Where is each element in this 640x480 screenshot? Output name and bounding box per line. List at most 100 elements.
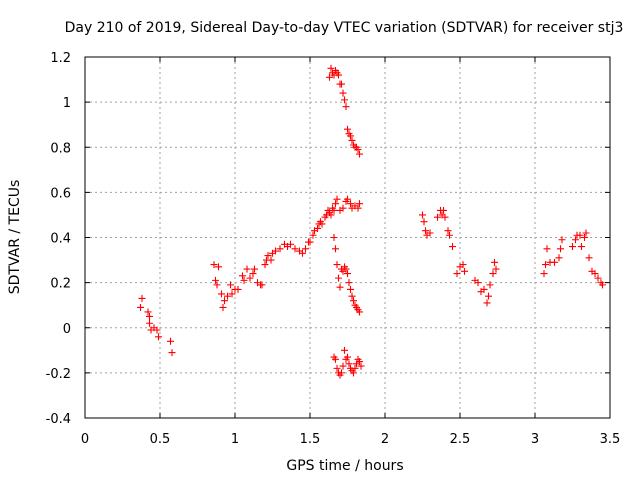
data-point bbox=[594, 274, 602, 282]
x-axis-label: GPS time / hours bbox=[286, 458, 403, 474]
data-point bbox=[351, 364, 359, 372]
x-tick-label: 2.5 bbox=[450, 432, 471, 447]
data-point bbox=[486, 281, 494, 289]
data-point bbox=[569, 243, 576, 251]
data-point bbox=[426, 229, 434, 237]
data-point bbox=[240, 276, 248, 284]
data-point bbox=[333, 261, 341, 269]
data-point bbox=[212, 276, 219, 284]
data-point bbox=[153, 326, 161, 334]
data-point bbox=[474, 279, 482, 287]
x-tick-label: 1.5 bbox=[300, 432, 321, 447]
data-point bbox=[332, 355, 339, 363]
data-point bbox=[219, 303, 227, 311]
data-point bbox=[218, 290, 225, 298]
data-point bbox=[318, 220, 326, 228]
data-point bbox=[483, 299, 491, 307]
y-tick-label: -0.2 bbox=[46, 367, 71, 382]
y-tick-label: 0.6 bbox=[50, 186, 71, 201]
tick-labels: 0 0.5 1 1.5 2 2.5 3 3.5 -0.4 -0.2 0 0.2 0.4 0.6 0.8 1 1.… bbox=[46, 51, 621, 447]
y-tick-label: 0.2 bbox=[50, 277, 71, 292]
data-point bbox=[420, 218, 428, 226]
x-tick-label: 3 bbox=[531, 432, 539, 447]
data-point bbox=[344, 195, 351, 203]
data-point bbox=[350, 297, 357, 305]
data-point bbox=[492, 265, 500, 273]
x-tick-label: 3.5 bbox=[600, 432, 621, 447]
y-tick-label: -0.4 bbox=[46, 412, 71, 427]
axis-ticks bbox=[84, 56, 611, 419]
data-point bbox=[354, 204, 362, 212]
data-point bbox=[339, 362, 347, 370]
data-point bbox=[419, 211, 426, 219]
data-point bbox=[345, 360, 353, 368]
data-point bbox=[249, 270, 257, 278]
data-point bbox=[228, 290, 236, 298]
data-point bbox=[491, 258, 498, 266]
data-point bbox=[350, 369, 357, 377]
data-point bbox=[258, 281, 266, 289]
data-point bbox=[291, 245, 299, 253]
data-point bbox=[345, 279, 353, 287]
data-point bbox=[327, 211, 335, 219]
data-point bbox=[485, 292, 492, 300]
data-point bbox=[342, 265, 350, 273]
data-point bbox=[348, 136, 356, 144]
data-point bbox=[246, 274, 254, 282]
data-point bbox=[234, 285, 242, 293]
data-point bbox=[576, 231, 584, 239]
data-point bbox=[330, 234, 338, 241]
data-point bbox=[215, 263, 222, 271]
data-point bbox=[356, 308, 363, 316]
data-point bbox=[578, 243, 585, 251]
data-point bbox=[551, 258, 558, 266]
data-point bbox=[287, 240, 294, 248]
data-point bbox=[330, 206, 338, 214]
data-point bbox=[338, 80, 345, 88]
data-point bbox=[341, 346, 348, 354]
data-point bbox=[357, 362, 365, 370]
data-point bbox=[444, 227, 452, 235]
data-point bbox=[347, 132, 354, 140]
data-point bbox=[213, 281, 221, 289]
data-point bbox=[585, 254, 593, 262]
x-tick-label: 1 bbox=[231, 432, 239, 447]
data-point bbox=[543, 245, 551, 253]
data-point bbox=[356, 358, 363, 366]
data-point bbox=[146, 319, 153, 327]
data-point bbox=[314, 224, 321, 232]
data-point bbox=[335, 71, 342, 79]
data-points bbox=[137, 64, 606, 379]
y-tick-label: 0.8 bbox=[50, 141, 71, 156]
data-point bbox=[137, 303, 144, 311]
y-tick-label: 1 bbox=[63, 96, 71, 111]
data-point bbox=[480, 285, 488, 293]
data-point bbox=[341, 96, 348, 104]
data-point bbox=[251, 265, 258, 273]
data-point bbox=[333, 195, 341, 203]
data-point bbox=[146, 312, 153, 320]
data-point bbox=[306, 238, 314, 246]
data-point bbox=[572, 236, 579, 244]
data-point bbox=[332, 245, 339, 253]
data-point bbox=[599, 281, 606, 289]
y-axis-label: SDTVAR / TECUs bbox=[7, 180, 23, 295]
data-point bbox=[354, 146, 362, 154]
data-point bbox=[272, 247, 279, 255]
x-tick-label: 0 bbox=[81, 432, 89, 447]
data-point bbox=[591, 270, 599, 278]
data-point bbox=[336, 283, 344, 291]
data-point bbox=[347, 285, 354, 293]
data-point bbox=[356, 200, 363, 208]
data-point bbox=[461, 267, 468, 275]
data-point bbox=[557, 245, 564, 253]
data-point bbox=[347, 200, 354, 208]
data-point bbox=[332, 200, 339, 208]
data-point bbox=[261, 261, 269, 269]
x-tick-label: 2 bbox=[381, 432, 389, 447]
data-point bbox=[558, 236, 566, 244]
data-point bbox=[299, 249, 306, 257]
y-tick-label: 0.4 bbox=[50, 232, 71, 247]
data-point bbox=[339, 204, 347, 212]
